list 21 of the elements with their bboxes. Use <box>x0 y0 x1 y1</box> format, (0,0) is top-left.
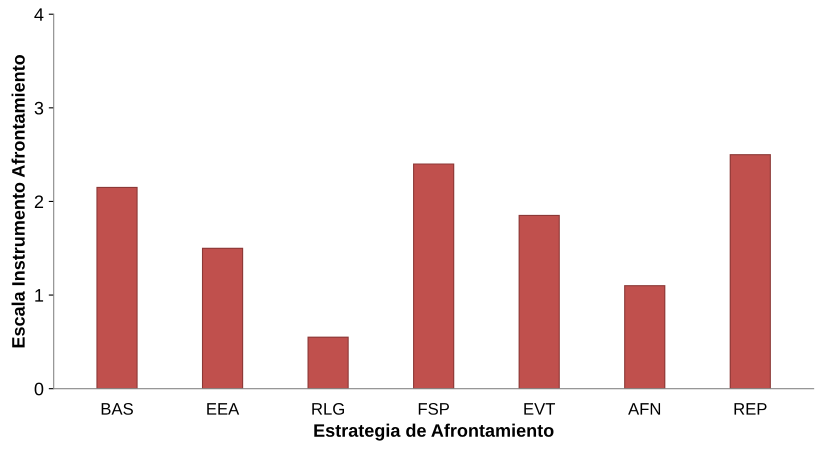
x-axis-title: Estrategia de Afrontamiento <box>314 424 554 441</box>
x-tick-label: EEA <box>207 403 240 415</box>
bar <box>518 214 560 389</box>
bar <box>307 336 349 389</box>
y-tick-label: 1 <box>35 289 44 302</box>
bar <box>96 186 138 389</box>
bar <box>413 163 454 389</box>
y-tick-label: 4 <box>34 8 44 21</box>
y-tick-label: 0 <box>34 382 44 396</box>
bar <box>202 248 244 389</box>
x-tick-label: FSP <box>418 403 449 415</box>
x-tick-label: REP <box>734 403 767 415</box>
y-tick-label: 2 <box>34 195 44 208</box>
x-tick-label: AFN <box>628 403 660 415</box>
x-tick-label: EVT <box>524 403 556 415</box>
y-axis-title: Escala Instrumento Afrontamiento <box>12 55 25 348</box>
x-tick-label: BAS <box>102 403 133 415</box>
y-tick-label: 3 <box>34 102 44 115</box>
bar <box>624 285 666 389</box>
x-tick-label: RLG <box>312 403 344 415</box>
bar <box>730 154 771 389</box>
